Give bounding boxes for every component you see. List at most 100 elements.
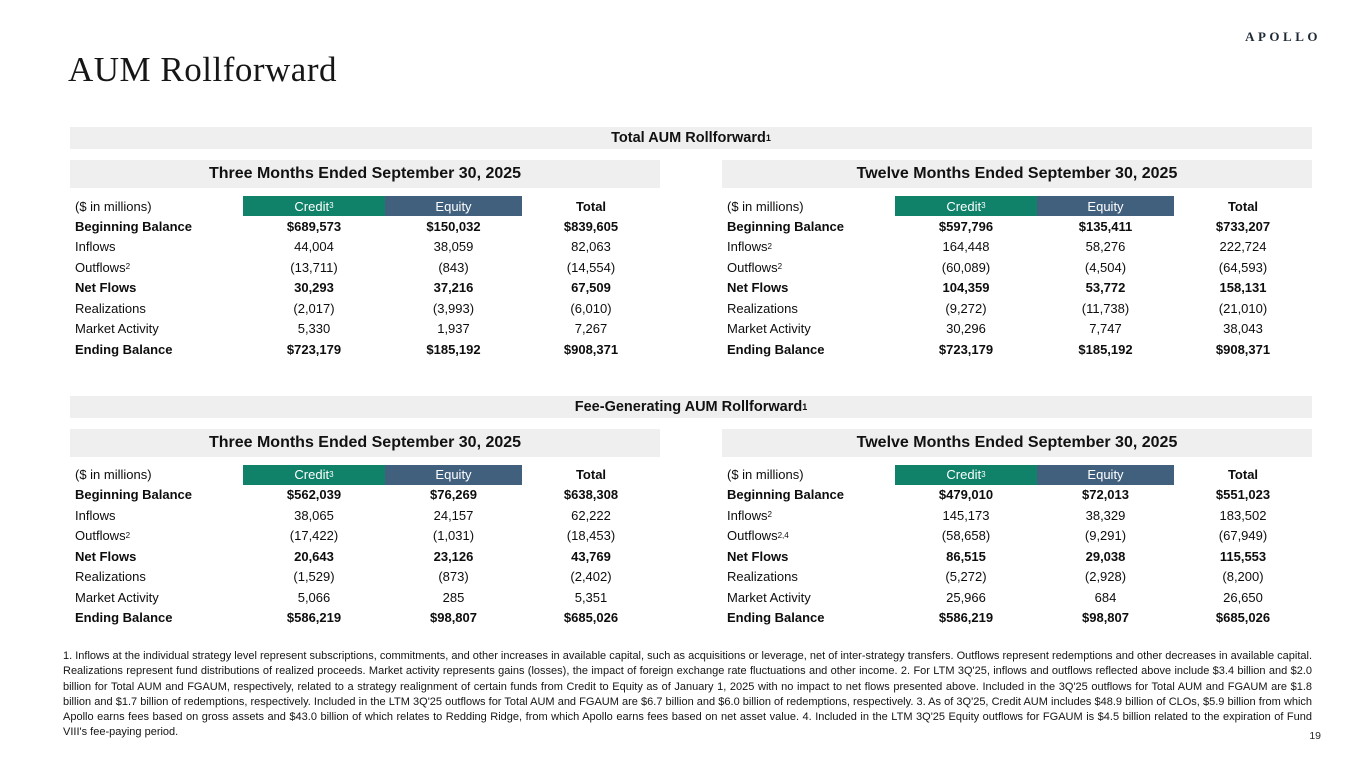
footnotes: 1. Inflows at the individual strategy le… [63, 650, 1312, 739]
value-cell: 164,448 [942, 239, 990, 255]
fee-generating-three-months-table: Three Months Ended September 30, 2025 ($… [70, 428, 660, 629]
data-table: ($ in millions) Credit 3 Equity Total Beginni… [70, 196, 660, 360]
value-cell: 58,276 [1085, 239, 1126, 255]
column-header-equity: Equity [385, 464, 522, 485]
value-cell: $586,219 [938, 610, 994, 626]
value-cell: (9,291) [1084, 528, 1127, 544]
content: Total AUM Rollforward 1 Three Months Ende… [70, 127, 1312, 628]
section-total-aum: Total AUM Rollforward 1 Three Months Ende… [70, 127, 1312, 360]
value-cell: (67,949) [1218, 528, 1268, 544]
value-cell: (14,554) [566, 259, 616, 275]
column-header-equity: Equity [1037, 464, 1174, 485]
row-label: Market Activity [75, 589, 159, 605]
value-cell: 53,772 [1085, 280, 1126, 296]
value-cell: 7,747 [1089, 321, 1122, 337]
value-cell: 20,643 [294, 548, 334, 564]
section-title-band-total-aum: Total AUM Rollforward 1 [70, 127, 1312, 149]
value-cell: $638,308 [563, 487, 619, 503]
row-label: Beginning Balance [75, 487, 193, 503]
row-label: Beginning Balance [75, 218, 193, 234]
section-title-band-fee-generating: Fee-Generating AUM Rollforward 1 [70, 395, 1312, 418]
value-cell: 37,216 [433, 280, 474, 296]
row-label: Outflows 2 [75, 259, 131, 275]
row-label: Outflows 2 [727, 259, 783, 275]
period-header: Three Months Ended September 30, 2025 [70, 160, 660, 188]
row-label: Inflows [75, 507, 116, 523]
value-cell: 38,043 [1223, 321, 1263, 337]
value-cell: 5,066 [297, 589, 331, 605]
value-cell: 44,004 [294, 239, 334, 255]
value-cell: $733,207 [1215, 218, 1271, 234]
value-cell: 285 [442, 589, 465, 605]
row-label: Realizations [75, 300, 146, 316]
row-label: Ending Balance [727, 341, 825, 357]
page-title: AUM Rollforward [68, 50, 337, 89]
row-label: Net Flows [75, 548, 137, 564]
total-aum-twelve-months-table: Twelve Months Ended September 30, 2025 (… [722, 160, 1312, 360]
column-header-total: Total [1227, 198, 1259, 214]
value-cell: (5,272) [945, 569, 987, 585]
value-cell: 38,065 [294, 507, 334, 523]
value-cell: 30,293 [294, 280, 334, 296]
value-cell: 82,063 [571, 239, 611, 255]
value-cell: (58,658) [941, 528, 991, 544]
value-cell: 222,724 [1219, 239, 1267, 255]
value-cell: $76,269 [430, 487, 477, 503]
value-cell: $562,039 [286, 487, 342, 503]
unit-label: ($ in millions) [75, 467, 152, 482]
value-cell: $685,026 [563, 610, 619, 626]
period-header: Twelve Months Ended September 30, 2025 [722, 160, 1312, 188]
value-cell: (873) [438, 569, 469, 585]
value-cell: 43,769 [571, 548, 611, 564]
value-cell: 26,650 [1223, 589, 1263, 605]
value-cell: 1,937 [437, 321, 470, 337]
row-label: Outflows 2,4 [727, 528, 789, 544]
total-aum-three-months-table: Three Months Ended September 30, 2025 ($… [70, 160, 660, 360]
value-cell: $72,013 [1082, 487, 1129, 503]
row-label: Ending Balance [75, 610, 173, 626]
value-cell: $689,573 [286, 218, 342, 234]
unit-label: ($ in millions) [727, 198, 804, 214]
value-cell: $723,179 [286, 341, 342, 357]
column-header-equity: Equity [1037, 196, 1174, 216]
value-cell: $685,026 [1215, 610, 1271, 626]
value-cell: $839,605 [563, 218, 619, 234]
value-cell: $908,371 [1215, 341, 1271, 357]
fee-generating-twelve-months-table: Twelve Months Ended September 30, 2025 (… [722, 428, 1312, 629]
value-cell: $98,807 [1082, 610, 1129, 626]
value-cell: $185,192 [426, 341, 481, 357]
value-cell: 7,267 [574, 321, 608, 337]
row-label: Beginning Balance [727, 218, 845, 234]
value-cell: (1,529) [293, 569, 335, 585]
column-header-credit: Credit 3 [243, 196, 385, 216]
column-header-total: Total [575, 198, 607, 214]
value-cell: 5,351 [574, 589, 608, 605]
value-cell: 25,966 [946, 589, 986, 605]
value-cell: (2,928) [1084, 569, 1127, 585]
data-table: ($ in millions) Credit 3 Equity Total Beginni… [70, 464, 660, 629]
value-cell: $185,192 [1078, 341, 1133, 357]
value-cell: (11,738) [1081, 300, 1130, 316]
value-cell: (13,711) [290, 259, 338, 275]
value-cell: $135,411 [1078, 218, 1133, 234]
value-cell: (6,010) [570, 300, 612, 316]
total-aum-tables: Three Months Ended September 30, 2025 ($… [70, 160, 1312, 360]
data-table: ($ in millions) Credit 3 Equity Total Beginni… [722, 196, 1312, 360]
value-cell: 23,126 [433, 548, 474, 564]
value-cell: $908,371 [563, 341, 619, 357]
value-cell: 183,502 [1219, 507, 1267, 523]
value-cell: (4,504) [1084, 259, 1127, 275]
value-cell: 158,131 [1219, 280, 1267, 296]
row-label: Realizations [727, 300, 798, 316]
column-header-credit: Credit 3 [243, 464, 385, 485]
value-cell: 104,359 [942, 280, 990, 296]
value-cell: (2,017) [293, 300, 335, 316]
column-header-credit: Credit 3 [895, 196, 1037, 216]
period-header: Three Months Ended September 30, 2025 [70, 428, 660, 457]
value-cell: (17,422) [289, 528, 339, 544]
value-cell: (3,993) [432, 300, 475, 316]
data-table: ($ in millions) Credit 3 Equity Total Beginni… [722, 464, 1312, 629]
value-cell: $551,023 [1215, 487, 1271, 503]
section-fee-generating-aum: Fee-Generating AUM Rollforward 1 Three Mo… [70, 395, 1312, 629]
